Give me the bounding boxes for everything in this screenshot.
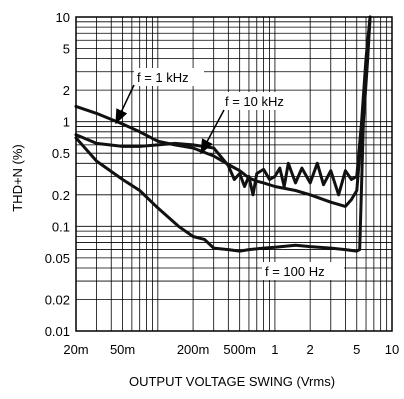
annotation-box — [222, 92, 302, 110]
series-layer — [74, 15, 372, 253]
x-tick-label: 5 — [353, 342, 360, 357]
plot-frame — [75, 16, 393, 332]
y-tick-label: 0.2 — [52, 188, 70, 203]
x-tick-label: 50m — [110, 342, 135, 357]
y-tick-label: 0.02 — [45, 292, 70, 307]
y-tick-label: 10 — [56, 10, 70, 25]
y-tick-label: 5 — [63, 42, 70, 57]
x-axis-label: OUTPUT VOLTAGE SWING (Vrms) — [129, 374, 335, 389]
annotation-box — [262, 262, 344, 280]
series-annotation-label: f = 100 Hz — [265, 264, 325, 279]
y-tick-label: 0.5 — [52, 146, 70, 161]
y-tick-label: 0.05 — [45, 251, 70, 266]
annotation-arrow — [200, 109, 225, 155]
x-tick-label: 20m — [63, 342, 88, 357]
x-tick-label: 200m — [177, 342, 210, 357]
series-line-2 — [74, 15, 372, 197]
series-line-3 — [74, 15, 372, 253]
x-tick-label: 1 — [271, 342, 278, 357]
x-tick-label: 10 — [385, 342, 399, 357]
y-tick-label: 2 — [63, 83, 70, 98]
x-tick-labels: 20m 50m 200m 500m 1 2 5 10 — [63, 342, 399, 357]
x-tick-label: 2 — [307, 342, 314, 357]
y-tick-labels: 0.01 0.02 0.05 0.1 0.2 0.5 1 2 5 10 — [45, 10, 70, 339]
y-axis-label: THD+N (%) — [10, 144, 25, 212]
y-tick-label: 0.1 — [52, 219, 70, 234]
y-tick-label: 0.01 — [45, 324, 70, 339]
series-annotation-label: f = 10 kHz — [225, 94, 284, 109]
y-tick-label: 1 — [63, 115, 70, 130]
x-tick-label: 500m — [223, 342, 256, 357]
annotation-layer: f = 1 kHz f = 10 kHz f = 100 Hz — [115, 68, 344, 280]
annotation-box — [134, 68, 204, 86]
annotation-arrow — [115, 84, 135, 125]
series-annotation-label: f = 1 kHz — [137, 70, 189, 85]
